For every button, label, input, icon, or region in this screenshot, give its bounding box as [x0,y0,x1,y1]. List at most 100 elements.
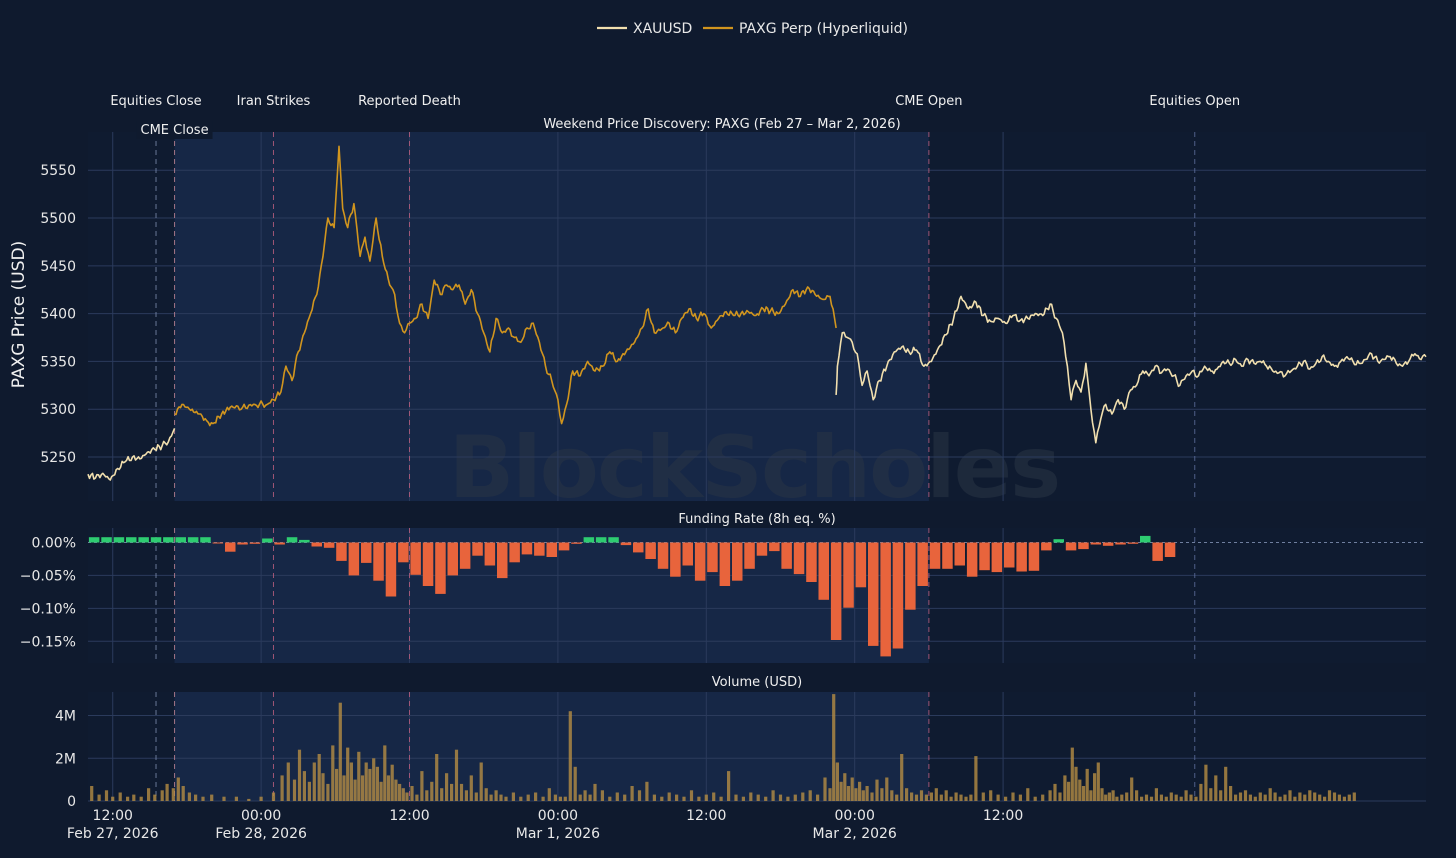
volume-bar [719,796,723,801]
funding-bar [546,542,557,557]
volume-bar [302,771,306,801]
event-label-bg-1 [136,121,213,139]
funding-bar [1127,542,1139,544]
price-tick-label-0: 5250 [40,450,76,466]
volume-bar [271,792,276,801]
volume-bar [910,792,914,801]
volume-bar [858,781,862,801]
event-lines: Equities Close CME Close Iran Strikes Repor… [110,94,1240,801]
funding-bar [818,542,829,600]
volume-bar [484,788,488,801]
volume-bar [499,794,503,801]
volume-bar [1164,796,1168,801]
volume-bar [1288,790,1292,801]
volume-bar [1214,775,1218,801]
volume-tick-label-1: 2M [55,751,76,767]
funding-bar [286,537,298,543]
volume-bar [259,796,263,801]
funding-panel-title: Funding Rate (8h eq. %) [678,512,835,527]
volume-bar [420,771,424,801]
volume-bar [534,792,538,801]
volume-bar [450,783,454,801]
volume-bar [1107,792,1111,801]
funding-bar [657,542,669,569]
volume-bar [835,762,839,801]
volume-bar [171,788,175,801]
volume-bar [111,796,115,801]
funding-bar [225,542,236,552]
volume-bar [563,796,567,801]
funding-bar [126,537,137,543]
volume-bar [608,796,612,801]
volume-bar [905,788,909,801]
funding-bar [793,542,805,575]
volume-bar [832,694,836,801]
weekend-shading-0 [174,132,929,501]
funding-bar [175,537,186,543]
volume-bar [689,790,694,801]
volume-bar [1189,794,1193,801]
volume-bar [379,781,383,801]
x-tick-time-3: 00:00 [538,808,578,824]
volume-bar [816,794,820,801]
volume-bar [823,777,827,801]
volume-bar [880,788,884,801]
volume-bar [321,773,325,801]
volume-bar [464,790,468,801]
volume-bar [875,779,879,801]
volume-bar [1093,773,1097,801]
volume-bar [335,768,339,801]
x-tick-time-6: 12:00 [983,808,1023,824]
volume-bar [386,775,391,801]
volume-bar [1104,794,1108,801]
volume-bar [660,796,664,801]
volume-bar [756,794,760,801]
volume-bar [1149,796,1154,801]
volume-bar [297,749,302,801]
volume-bar [440,788,444,801]
funding-bar [806,542,817,582]
volume-bar [410,786,414,801]
volume-bar [430,781,434,801]
funding-bar [595,537,607,543]
funding-bar [620,542,632,546]
volume-bar [1219,790,1223,801]
volume-bar [778,794,783,801]
volume-bar [349,762,353,801]
volume-bar [104,790,109,801]
funding-tick-label-1: −0.05% [20,568,76,584]
volume-bar [181,786,185,801]
funding-bar [1078,542,1089,550]
x-tick-time-2: 12:00 [389,808,429,824]
volume-bar [1308,790,1312,801]
volume-bar [445,773,449,801]
funding-bar [262,538,273,543]
volume-bar [645,781,649,801]
volume-bar [160,790,164,801]
funding-bar [633,542,644,553]
volume-bar [469,775,473,801]
volume-bar [637,790,642,801]
funding-bar [212,542,224,544]
volume-bar [153,794,157,801]
volume-bar [801,792,805,801]
volume-bar [1169,792,1173,801]
volume-bar [118,792,122,801]
funding-bar [1102,542,1114,546]
volume-bar [996,794,1000,801]
volume-bar [526,794,530,801]
funding-bar [1053,539,1064,543]
volume-bar [1144,794,1149,801]
volume-bar [519,796,523,801]
funding-bar [484,542,496,566]
volume-bar [741,796,745,801]
volume-bar [929,792,933,801]
legend-entry-0: XAUUSD [633,21,692,37]
volume-bar [1194,796,1198,801]
volume-bar [474,792,478,801]
volume-bar [1081,786,1086,801]
funding-bar [1115,542,1126,545]
volume-bar [383,745,387,801]
volume-bar [583,790,587,801]
volume-bar [425,790,429,801]
